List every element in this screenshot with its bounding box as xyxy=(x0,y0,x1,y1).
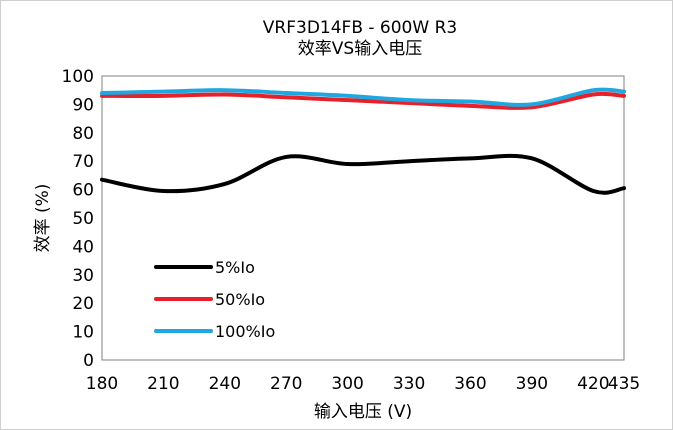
chart-subtitle: 效率VS输入电压 xyxy=(298,39,422,59)
series-line-2 xyxy=(100,91,626,110)
series-lines xyxy=(100,87,626,195)
plot-area xyxy=(101,75,625,361)
x-axis-label: 输入电压 (V) xyxy=(314,402,412,422)
x-tick-label: 420 xyxy=(577,374,609,394)
legend-label-3: 100%Io xyxy=(215,322,275,341)
legend-label-2: 50%Io xyxy=(215,290,265,309)
y-tick-label: 20 xyxy=(72,294,94,314)
x-tick-label: 240 xyxy=(209,374,241,394)
y-tick-label: 80 xyxy=(72,124,94,144)
x-tick-label: 270 xyxy=(270,374,302,394)
chart-title: VRF3D14FB - 600W R3 xyxy=(263,18,457,38)
x-tick-label: 300 xyxy=(331,374,363,394)
y-tick-label: 60 xyxy=(72,181,94,201)
y-tick-label: 30 xyxy=(72,266,94,286)
y-tick-label: 90 xyxy=(72,95,94,115)
series-line-1 xyxy=(100,153,626,195)
y-tick-label: 70 xyxy=(72,152,94,172)
x-tick-label: 435 xyxy=(608,374,640,394)
x-tick-label: 210 xyxy=(147,374,179,394)
y-tick-label: 50 xyxy=(72,209,94,229)
y-tick-label: 10 xyxy=(72,323,94,343)
y-axis-ticks: 0 10 20 30 40 50 60 70 80 90 100 xyxy=(62,67,94,371)
y-tick-label: 100 xyxy=(62,67,94,87)
legend: 5%Io 50%Io 100%Io xyxy=(154,258,275,341)
x-tick-label: 390 xyxy=(516,374,548,394)
y-tick-label: 40 xyxy=(72,237,94,257)
x-tick-label: 330 xyxy=(393,374,425,394)
y-tick-label: 0 xyxy=(83,351,94,371)
x-tick-label: 360 xyxy=(454,374,486,394)
x-tick-label: 180 xyxy=(86,374,118,394)
series-line-3 xyxy=(100,87,626,107)
y-axis-label: 效率 (%) xyxy=(33,184,53,253)
legend-label-1: 5%Io xyxy=(215,258,255,277)
